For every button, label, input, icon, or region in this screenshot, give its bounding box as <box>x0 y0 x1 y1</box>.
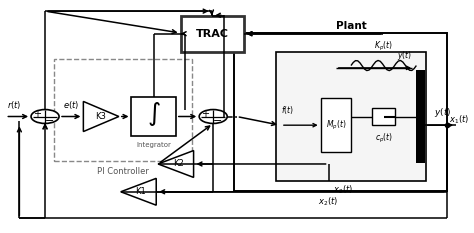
Text: $x_2(t)$: $x_2(t)$ <box>333 184 354 196</box>
Text: $c_p(t)$: $c_p(t)$ <box>374 132 393 145</box>
Text: $r(t)$: $r(t)$ <box>7 99 21 111</box>
Text: Integrator: Integrator <box>136 142 171 148</box>
Text: −: − <box>45 116 54 126</box>
Text: +: + <box>201 110 209 120</box>
Polygon shape <box>83 101 119 132</box>
Bar <box>372 108 395 125</box>
Text: $\int$: $\int$ <box>147 100 161 128</box>
Text: +: + <box>33 110 41 120</box>
Text: Plant: Plant <box>336 21 366 31</box>
Text: K1: K1 <box>136 187 146 196</box>
Text: $x_1(t)$: $x_1(t)$ <box>449 113 469 126</box>
Text: TRAC: TRAC <box>196 29 228 39</box>
Text: $f(t)$: $f(t)$ <box>282 104 294 116</box>
Polygon shape <box>121 178 156 205</box>
FancyBboxPatch shape <box>131 97 176 136</box>
Circle shape <box>31 110 59 123</box>
FancyBboxPatch shape <box>276 52 426 181</box>
Text: $e(t)$: $e(t)$ <box>63 99 79 111</box>
Text: $x_2(t)$: $x_2(t)$ <box>319 195 339 208</box>
Text: $y(t)$: $y(t)$ <box>397 49 412 62</box>
Bar <box>416 70 425 163</box>
FancyBboxPatch shape <box>181 16 244 52</box>
Text: PI Controller: PI Controller <box>97 168 149 176</box>
Circle shape <box>199 110 227 123</box>
Polygon shape <box>158 151 193 177</box>
Text: K2: K2 <box>173 159 183 168</box>
FancyBboxPatch shape <box>234 33 447 191</box>
Text: K3: K3 <box>95 112 106 121</box>
Text: −: − <box>213 116 222 126</box>
Text: $K_p(t)$: $K_p(t)$ <box>374 40 393 53</box>
Text: $y(t)$: $y(t)$ <box>434 106 451 119</box>
FancyBboxPatch shape <box>320 98 351 152</box>
Text: $M_p(t)$: $M_p(t)$ <box>326 119 346 132</box>
